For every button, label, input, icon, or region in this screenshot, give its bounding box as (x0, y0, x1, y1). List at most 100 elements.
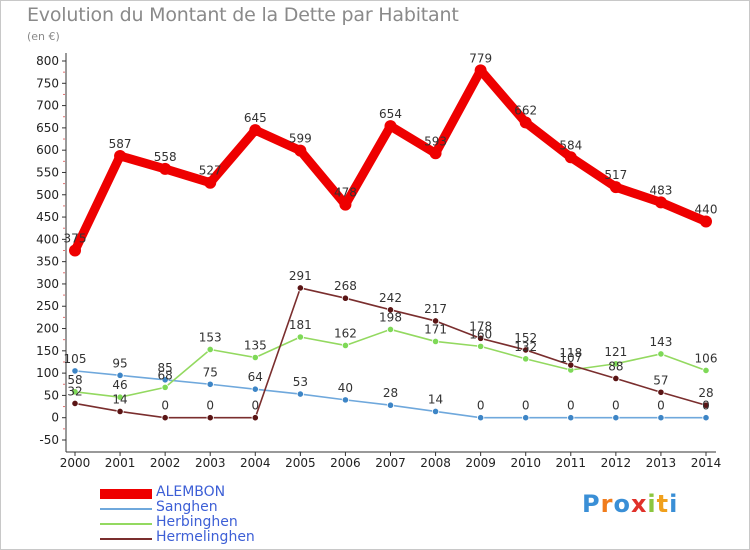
data-label: 162 (334, 326, 357, 340)
x-tick-label: 2000 (60, 456, 91, 470)
data-point (114, 149, 127, 162)
data-point (612, 360, 620, 368)
y-tick-label: 400 (36, 232, 59, 246)
data-point (702, 414, 710, 422)
y-tick-label: 200 (36, 322, 59, 336)
data-label: 375 (64, 232, 87, 246)
data-label: 95 (112, 356, 127, 370)
data-point (431, 337, 440, 346)
proxiti-logo: Proxiti (582, 490, 678, 518)
data-point (71, 399, 79, 408)
data-point (519, 116, 532, 129)
data-label: 593 (424, 134, 447, 148)
y-tick-label: 100 (36, 366, 59, 380)
x-tick-label: 2012 (601, 456, 632, 470)
logo-letter: x (630, 490, 648, 518)
data-point (657, 350, 665, 358)
y-tick-label: 650 (36, 121, 59, 135)
data-label: 75 (203, 365, 218, 379)
data-label: 584 (559, 138, 582, 152)
data-point (69, 244, 81, 257)
data-label: 483 (649, 183, 672, 197)
data-label: 599 (289, 132, 312, 146)
data-label: 0 (612, 399, 620, 413)
data-point (341, 341, 350, 350)
y-tick-label: 350 (36, 255, 59, 269)
data-point (386, 401, 395, 409)
logo-letter: i (647, 490, 657, 518)
x-tick-label: 2010 (510, 456, 541, 470)
data-point (384, 120, 397, 133)
data-label: 28 (383, 386, 398, 400)
data-point (700, 215, 712, 228)
data-point (702, 401, 710, 409)
data-point (159, 162, 172, 175)
y-tick-label: 600 (36, 143, 59, 157)
data-label: 64 (248, 370, 263, 384)
data-label: 40 (338, 381, 353, 395)
legend-swatch (100, 489, 152, 499)
data-label: 135 (244, 339, 267, 353)
logo-letter: P (582, 490, 601, 518)
axes: -500501001502002503003504004505005506006… (36, 53, 721, 470)
data-label: 478 (334, 186, 357, 200)
y-tick-label: 150 (36, 344, 59, 358)
x-tick-label: 2004 (240, 456, 271, 470)
data-label: 517 (604, 168, 627, 182)
data-point (341, 294, 350, 302)
legend-label: Sanghen (156, 499, 218, 515)
data-point (522, 355, 530, 363)
data-point (567, 361, 575, 369)
data-label: 152 (514, 331, 537, 345)
logo-letter: t (656, 490, 670, 518)
data-point (206, 414, 214, 422)
x-tick-label: 2014 (691, 456, 722, 470)
data-label: 160 (469, 327, 492, 341)
y-tick-label: 300 (36, 277, 59, 291)
data-label: 58 (67, 373, 82, 387)
data-point (564, 151, 577, 164)
data-label: 0 (251, 399, 259, 413)
data-point (296, 390, 304, 398)
series-hermelinghen (71, 284, 710, 422)
data-label: 88 (608, 359, 623, 373)
logo-letter: i (669, 490, 679, 518)
data-label: 46 (112, 378, 127, 392)
data-point (249, 124, 262, 137)
data-label: 527 (199, 164, 222, 178)
data-label: 57 (653, 373, 668, 387)
series-sanghen (71, 367, 710, 422)
x-tick-label: 2013 (646, 456, 677, 470)
data-point (612, 374, 620, 383)
data-point (477, 342, 485, 350)
data-point (339, 198, 352, 211)
data-label: 662 (514, 104, 537, 118)
series-herbinghen (71, 325, 710, 401)
data-label: 0 (477, 399, 485, 413)
data-label: 14 (428, 392, 443, 406)
data-label: 779 (469, 51, 492, 65)
legend-swatch (100, 538, 152, 540)
data-label: 14 (112, 392, 127, 406)
legend-label: ALEMBON (156, 484, 226, 500)
y-tick-label: 500 (36, 188, 59, 202)
data-point (116, 393, 124, 401)
data-point (341, 396, 350, 404)
data-label: 107 (559, 351, 582, 365)
data-point (474, 64, 487, 77)
chart-title: Evolution du Montant de la Dette par Hab… (27, 4, 459, 26)
x-tick-label: 2009 (465, 456, 496, 470)
series-layer (69, 64, 712, 422)
x-tick-label: 2006 (330, 456, 361, 470)
x-tick-label: 2007 (375, 456, 406, 470)
data-label: 198 (379, 310, 402, 324)
y-tick-label: 0 (51, 411, 59, 425)
logo-letter: r (600, 490, 614, 518)
data-labels-layer: 105 95 85 75 64 53 40 28 14 0 0 0 0 0 0 58 46 68 153 135 181… (64, 51, 718, 412)
data-label: 0 (522, 399, 530, 413)
data-label: 587 (109, 137, 132, 151)
data-label: 0 (206, 399, 214, 413)
data-point (251, 414, 259, 422)
data-point (657, 414, 665, 422)
